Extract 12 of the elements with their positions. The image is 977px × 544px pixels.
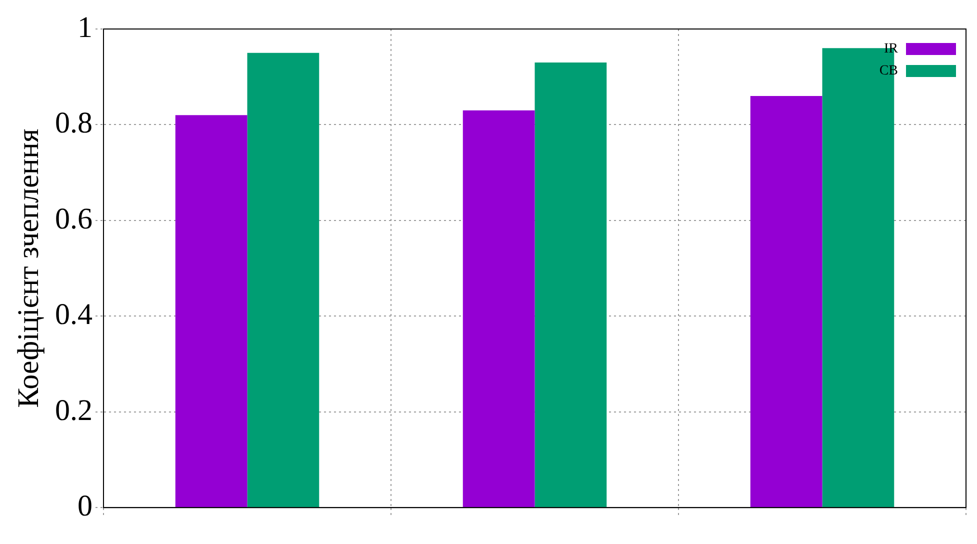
y-tick-label: 0.6 bbox=[55, 202, 92, 236]
y-tick-label: 0.8 bbox=[55, 106, 92, 140]
bar bbox=[247, 52, 320, 508]
bar bbox=[750, 96, 822, 508]
y-tick-label: 0.2 bbox=[55, 394, 92, 427]
bar bbox=[462, 110, 535, 508]
bar bbox=[175, 115, 248, 508]
y-tick-label: 1 bbox=[78, 10, 92, 44]
y-tick-label: 0 bbox=[78, 489, 92, 522]
y-axis-title: Коефіцієнт зчеплення bbox=[12, 128, 45, 408]
y-tick-label: 0.4 bbox=[55, 298, 92, 332]
bar bbox=[534, 62, 607, 508]
